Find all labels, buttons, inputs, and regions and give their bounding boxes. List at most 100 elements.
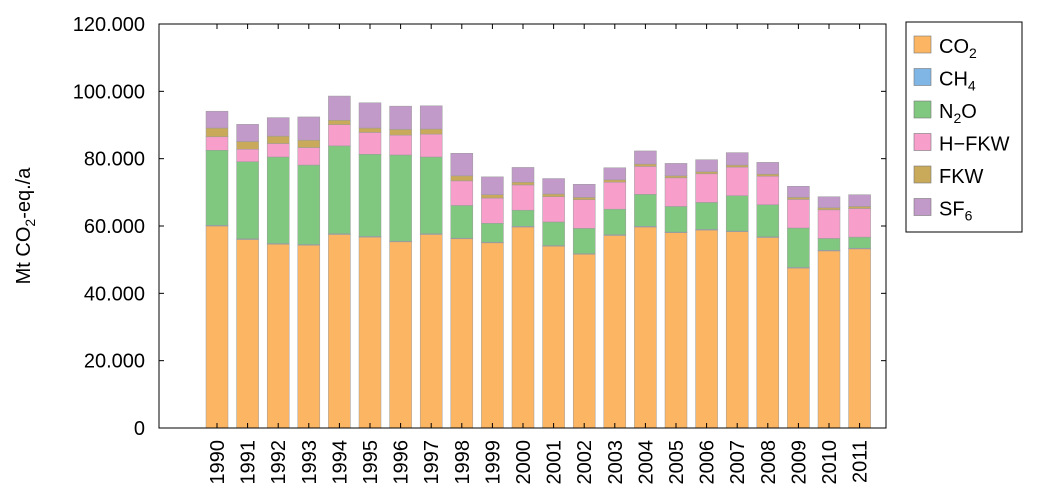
bar-segment-fkw-1998 <box>450 175 474 182</box>
bar-segment-hfkw-2005 <box>664 177 688 207</box>
bar-segment-hfkw-2000 <box>511 184 535 211</box>
bar-segment-hfkw-1998 <box>450 180 474 206</box>
bar-segment-co2-2009 <box>787 267 810 429</box>
bar-segment-sf6-2003 <box>603 167 627 181</box>
bar-segment-fkw-1994 <box>328 120 351 125</box>
bar-segment-fkw-2008 <box>756 173 780 177</box>
bar-segment-hfkw-2004 <box>634 166 657 195</box>
y-tick-label: 60.000 <box>84 216 145 238</box>
bar-segment-co2-1991 <box>236 239 259 429</box>
bar-segment-hfkw-2002 <box>572 199 596 229</box>
bar-segment-fkw-1991 <box>236 141 259 150</box>
bar-segment-co2-1990 <box>205 225 229 429</box>
x-tick-label: 1993 <box>299 440 321 485</box>
bar-segment-sf6-2010 <box>817 196 841 209</box>
bar-segment-hfkw-1991 <box>236 148 259 162</box>
legend-swatch <box>913 198 932 216</box>
bar-segment-hfkw-2003 <box>603 181 627 210</box>
bar-segment-fkw-2002 <box>572 197 596 200</box>
bar-segment-n2o-1999 <box>481 223 504 243</box>
bar-segment-n2o-1993 <box>297 164 321 245</box>
bar-segment-hfkw-2007 <box>725 166 749 196</box>
y-tick-label: 100.000 <box>73 81 145 103</box>
bar-segment-sf6-1995 <box>358 102 382 129</box>
bar-segment-n2o-1994 <box>328 145 351 234</box>
bar-segment-hfkw-1993 <box>297 147 321 166</box>
bar-segment-co2-2004 <box>634 226 657 429</box>
bar-segment-fkw-1995 <box>358 127 382 133</box>
bar-segment-sf6-2009 <box>787 186 810 198</box>
bar-segment-co2-2005 <box>664 232 688 429</box>
bar-segment-hfkw-1996 <box>389 134 412 156</box>
legend-label: CH4 <box>939 69 976 94</box>
x-tick-label: 2010 <box>819 440 841 485</box>
bar-segment-hfkw-2011 <box>848 208 871 238</box>
legend-label: N2O <box>939 101 977 126</box>
bar-segment-sf6-1991 <box>236 124 259 142</box>
bar-segment-n2o-2005 <box>664 206 688 233</box>
bar-segment-n2o-2009 <box>787 227 810 268</box>
x-tick-label: 2000 <box>513 440 535 485</box>
bar-segment-fkw-2011 <box>848 206 871 209</box>
x-tick-label: 2011 <box>850 440 872 483</box>
bar-segment-fkw-1992 <box>266 135 290 144</box>
bar-segment-n2o-1997 <box>419 156 443 234</box>
bar-segment-fkw-1990 <box>205 127 229 138</box>
bar-segment-fkw-2009 <box>787 197 810 200</box>
bar-segment-fkw-1993 <box>297 139 321 148</box>
bar-segment-hfkw-1999 <box>481 197 504 224</box>
bar-segment-hfkw-2010 <box>817 209 841 239</box>
bar-segment-fkw-2004 <box>634 163 657 167</box>
y-tick-label: 80.000 <box>84 149 145 171</box>
bar-segment-n2o-2001 <box>542 221 565 246</box>
bar-segment-hfkw-2009 <box>787 199 810 229</box>
x-tick-label: 1999 <box>482 440 504 485</box>
y-axis-title: Mt CO2-eq./a <box>13 167 38 285</box>
bar-segment-sf6-2001 <box>542 178 565 195</box>
bar-segment-n2o-1998 <box>450 205 474 239</box>
x-tick-label: 1995 <box>360 440 382 485</box>
legend-label: SF6 <box>939 199 973 224</box>
y-tick-label: 40.000 <box>84 283 145 305</box>
bar-segment-sf6-1996 <box>389 105 412 130</box>
x-tick-label: 1998 <box>452 440 474 485</box>
bar-segment-sf6-1990 <box>205 110 229 129</box>
legend-swatch <box>913 133 932 151</box>
bar-segment-hfkw-1997 <box>419 133 443 158</box>
bar-segment-fkw-2007 <box>725 164 749 168</box>
x-tick-label: 1990 <box>207 440 229 485</box>
bar-segment-sf6-1993 <box>297 116 321 141</box>
bar-segment-n2o-2004 <box>634 194 657 227</box>
bar-segment-hfkw-2008 <box>756 175 780 206</box>
bar-segment-hfkw-1994 <box>328 124 351 147</box>
bar-segment-co2-2002 <box>572 254 596 429</box>
bar-segment-n2o-2003 <box>603 208 627 236</box>
legend-frame <box>905 21 1023 233</box>
bar-segment-co2-2001 <box>542 245 565 429</box>
bar-segment-sf6-2004 <box>634 150 657 165</box>
bar-segment-sf6-2008 <box>756 162 780 175</box>
bar-segment-hfkw-1992 <box>266 143 290 158</box>
bar-segment-sf6-2005 <box>664 163 688 177</box>
bar-segment-co2-2007 <box>725 231 749 429</box>
bar-segment-hfkw-2006 <box>695 173 718 203</box>
bar-segment-co2-1998 <box>450 238 474 429</box>
x-tick-label: 1994 <box>329 440 351 485</box>
bar-segment-co2-2008 <box>756 237 780 429</box>
bar-segment-sf6-1994 <box>328 95 351 121</box>
legend-label: FKW <box>939 166 984 188</box>
legend: CO2 CH4 N2O H−FKW FKW SF6 <box>905 21 1023 233</box>
y-tick-label: 0 <box>134 418 145 440</box>
legend-swatch <box>913 68 932 86</box>
bar-segment-sf6-2007 <box>725 152 749 166</box>
legend-label: H−FKW <box>939 134 1010 156</box>
bar-segment-n2o-2010 <box>817 238 841 251</box>
bar-segment-co2-2000 <box>511 226 535 429</box>
bar-segment-sf6-1998 <box>450 153 474 177</box>
bar-segment-n2o-2008 <box>756 204 780 238</box>
bar-segment-fkw-1999 <box>481 194 504 199</box>
x-tick-label: 2005 <box>666 440 688 485</box>
x-tick-label: 2004 <box>635 440 657 485</box>
bar-segment-co2-1999 <box>481 242 504 429</box>
x-tick-label: 1991 <box>238 440 260 485</box>
